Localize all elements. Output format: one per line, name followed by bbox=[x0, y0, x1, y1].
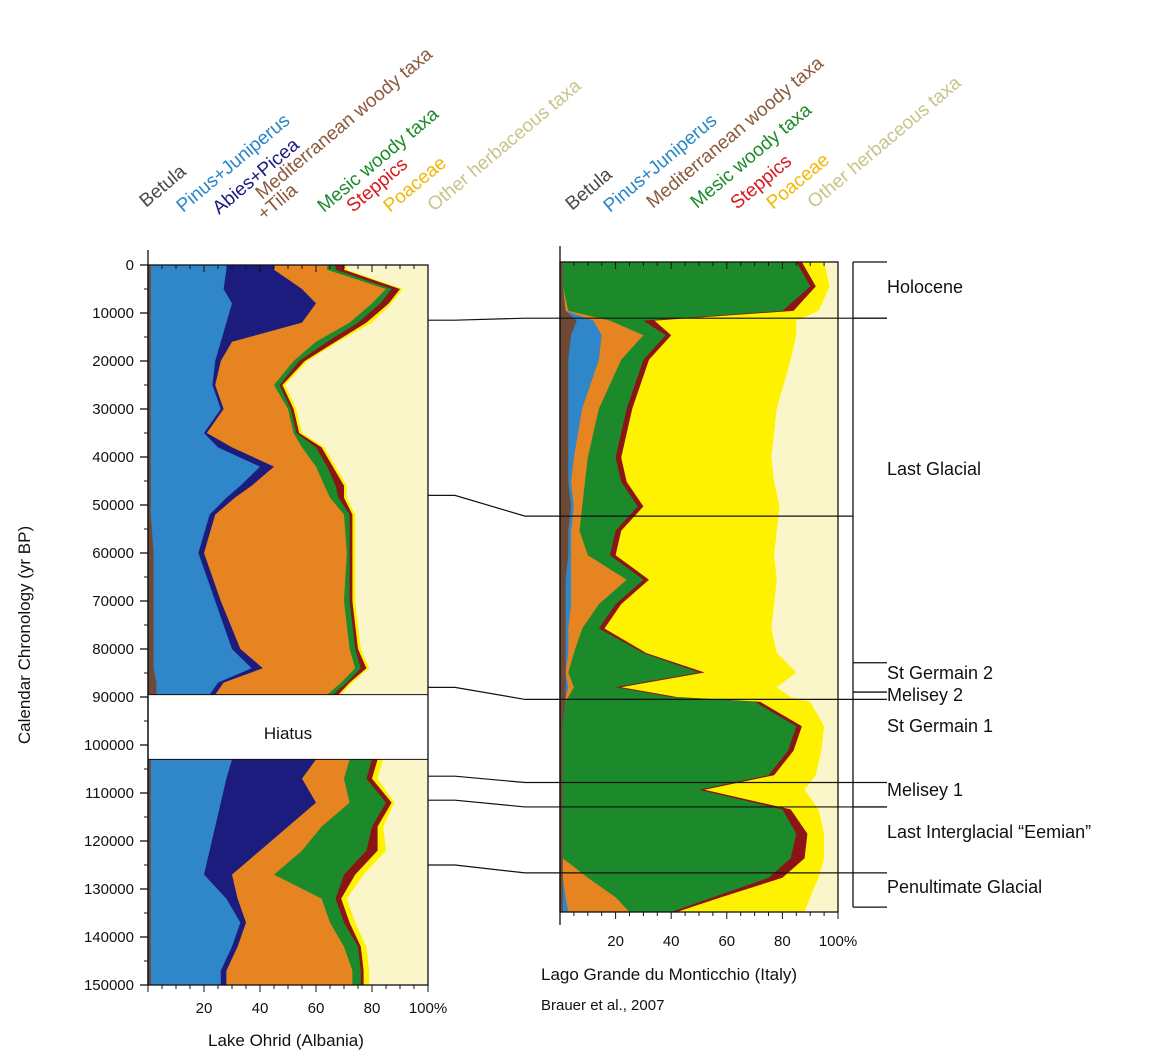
column-label: Other herbaceous taxa bbox=[804, 72, 966, 213]
right-x-tick-label: 20 bbox=[607, 933, 624, 950]
right-x-tick-label: 80 bbox=[774, 933, 791, 950]
y-tick-label: 80000 bbox=[92, 641, 134, 658]
y-tick-label: 70000 bbox=[92, 593, 134, 610]
monticchio-panel: 20 40 60 80 100% bbox=[559, 246, 857, 950]
period-label: Holocene bbox=[887, 277, 963, 297]
correlation-line bbox=[428, 864, 853, 874]
correlation-line bbox=[428, 686, 853, 701]
lake-ohrid-panel: 20 40 60 80 100% bbox=[147, 250, 447, 1017]
y-axis: 0 10000 20000 30000 40000 50000 60000 70000 8000… bbox=[84, 257, 148, 994]
hiatus-label: Hiatus bbox=[264, 724, 312, 743]
y-tick-label: 0 bbox=[126, 257, 134, 274]
right-x-tick-label: 100% bbox=[819, 933, 857, 950]
correlation-line bbox=[428, 494, 853, 517]
y-tick-label: 60000 bbox=[92, 545, 134, 562]
area-mediterranean-woody-taxa bbox=[560, 262, 644, 912]
period-label: Melisey 1 bbox=[887, 780, 963, 800]
area-betula bbox=[148, 759, 151, 985]
y-tick-label: 120000 bbox=[84, 833, 134, 850]
area-pinus-juniperus bbox=[560, 262, 602, 912]
y-tick-label: 90000 bbox=[92, 689, 134, 706]
y-tick-label: 110000 bbox=[85, 785, 134, 802]
area-betula bbox=[560, 262, 577, 912]
area-betula bbox=[148, 265, 157, 695]
period-label: St Germain 2 bbox=[887, 663, 993, 683]
y-tick-label: 10000 bbox=[92, 305, 134, 322]
period-label: St Germain 1 bbox=[887, 716, 993, 736]
hiatus-gap bbox=[148, 694, 430, 760]
correlation-line bbox=[428, 775, 853, 784]
period-label: Last Glacial bbox=[887, 459, 981, 479]
period-label: Penultimate Glacial bbox=[887, 877, 1042, 897]
area-pinus-juniperus bbox=[148, 759, 241, 985]
y-tick-label: 20000 bbox=[92, 353, 134, 370]
correlation-lines bbox=[428, 317, 853, 874]
y-tick-label: 50000 bbox=[92, 497, 134, 514]
left-x-tick-label: 80 bbox=[364, 1000, 381, 1017]
y-tick-label: 150000 bbox=[84, 977, 134, 994]
left-x-tick-label: 60 bbox=[308, 1000, 325, 1017]
y-tick-label: 30000 bbox=[92, 401, 134, 418]
y-tick-label: 40000 bbox=[92, 449, 134, 466]
period-label: Melisey 2 bbox=[887, 685, 963, 705]
correlation-line bbox=[428, 799, 853, 808]
left-x-axis-title: Lake Ohrid (Albania) bbox=[208, 1031, 364, 1050]
credit-text: Brauer et al., 2007 bbox=[541, 997, 664, 1014]
y-tick-label: 100000 bbox=[84, 737, 134, 754]
left-column-labels: BetulaPinus+JuniperusAbies+PiceaMediterr… bbox=[136, 44, 586, 225]
correlation-line bbox=[428, 317, 853, 321]
y-tick-label: 140000 bbox=[84, 929, 134, 946]
y-axis-title: Calendar Chronology (yr BP) bbox=[15, 526, 34, 744]
left-x-tick-label: 100% bbox=[409, 1000, 447, 1017]
y-tick-label: 130000 bbox=[84, 881, 134, 898]
column-label: Other herbaceous taxa bbox=[424, 75, 586, 216]
right-x-tick-label: 40 bbox=[663, 933, 680, 950]
right-x-axis-title: Lago Grande du Monticchio (Italy) bbox=[541, 965, 797, 984]
right-x-tick-label: 60 bbox=[718, 933, 735, 950]
period-label: Last Interglacial “Eemian” bbox=[887, 822, 1091, 842]
area-mesic-woody-taxa bbox=[560, 262, 811, 912]
area-pinus-juniperus bbox=[148, 265, 260, 695]
left-x-tick-label: 40 bbox=[252, 1000, 269, 1017]
left-x-tick-label: 20 bbox=[196, 1000, 213, 1017]
